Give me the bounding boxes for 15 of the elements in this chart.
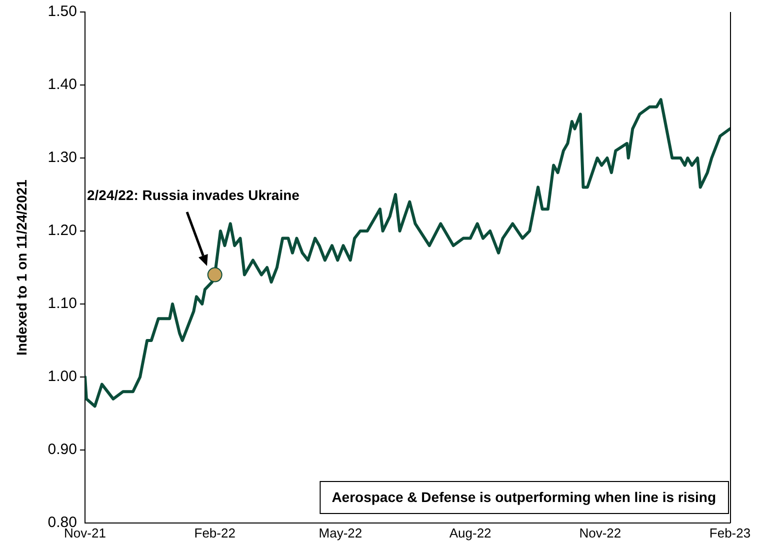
y-tick-label: 1.10 — [48, 295, 77, 312]
y-tick-label: 1.20 — [48, 222, 77, 240]
x-tick-label: Feb-23 — [709, 525, 751, 540]
y-axis-title: Indexed to 1 on 11/24/2021 — [13, 179, 30, 356]
y-tick-label: 0.90 — [48, 441, 77, 458]
y-tick-label: 1.00 — [48, 368, 77, 386]
annotation: Aerospace & Defense is outperforming when line is rising — [332, 488, 716, 505]
annotation: 2/24/22: Russia invades Ukraine — [87, 186, 300, 203]
x-tick-label: Aug-22 — [449, 525, 492, 540]
x-tick-label: May-22 — [318, 525, 362, 540]
x-tick-label: Nov-22 — [579, 525, 622, 540]
x-tick-label: Feb-22 — [194, 525, 236, 540]
y-tick-label: 1.40 — [48, 76, 77, 94]
y-tick-label: 1.50 — [48, 3, 77, 20]
y-tick-label: 1.30 — [48, 149, 77, 166]
